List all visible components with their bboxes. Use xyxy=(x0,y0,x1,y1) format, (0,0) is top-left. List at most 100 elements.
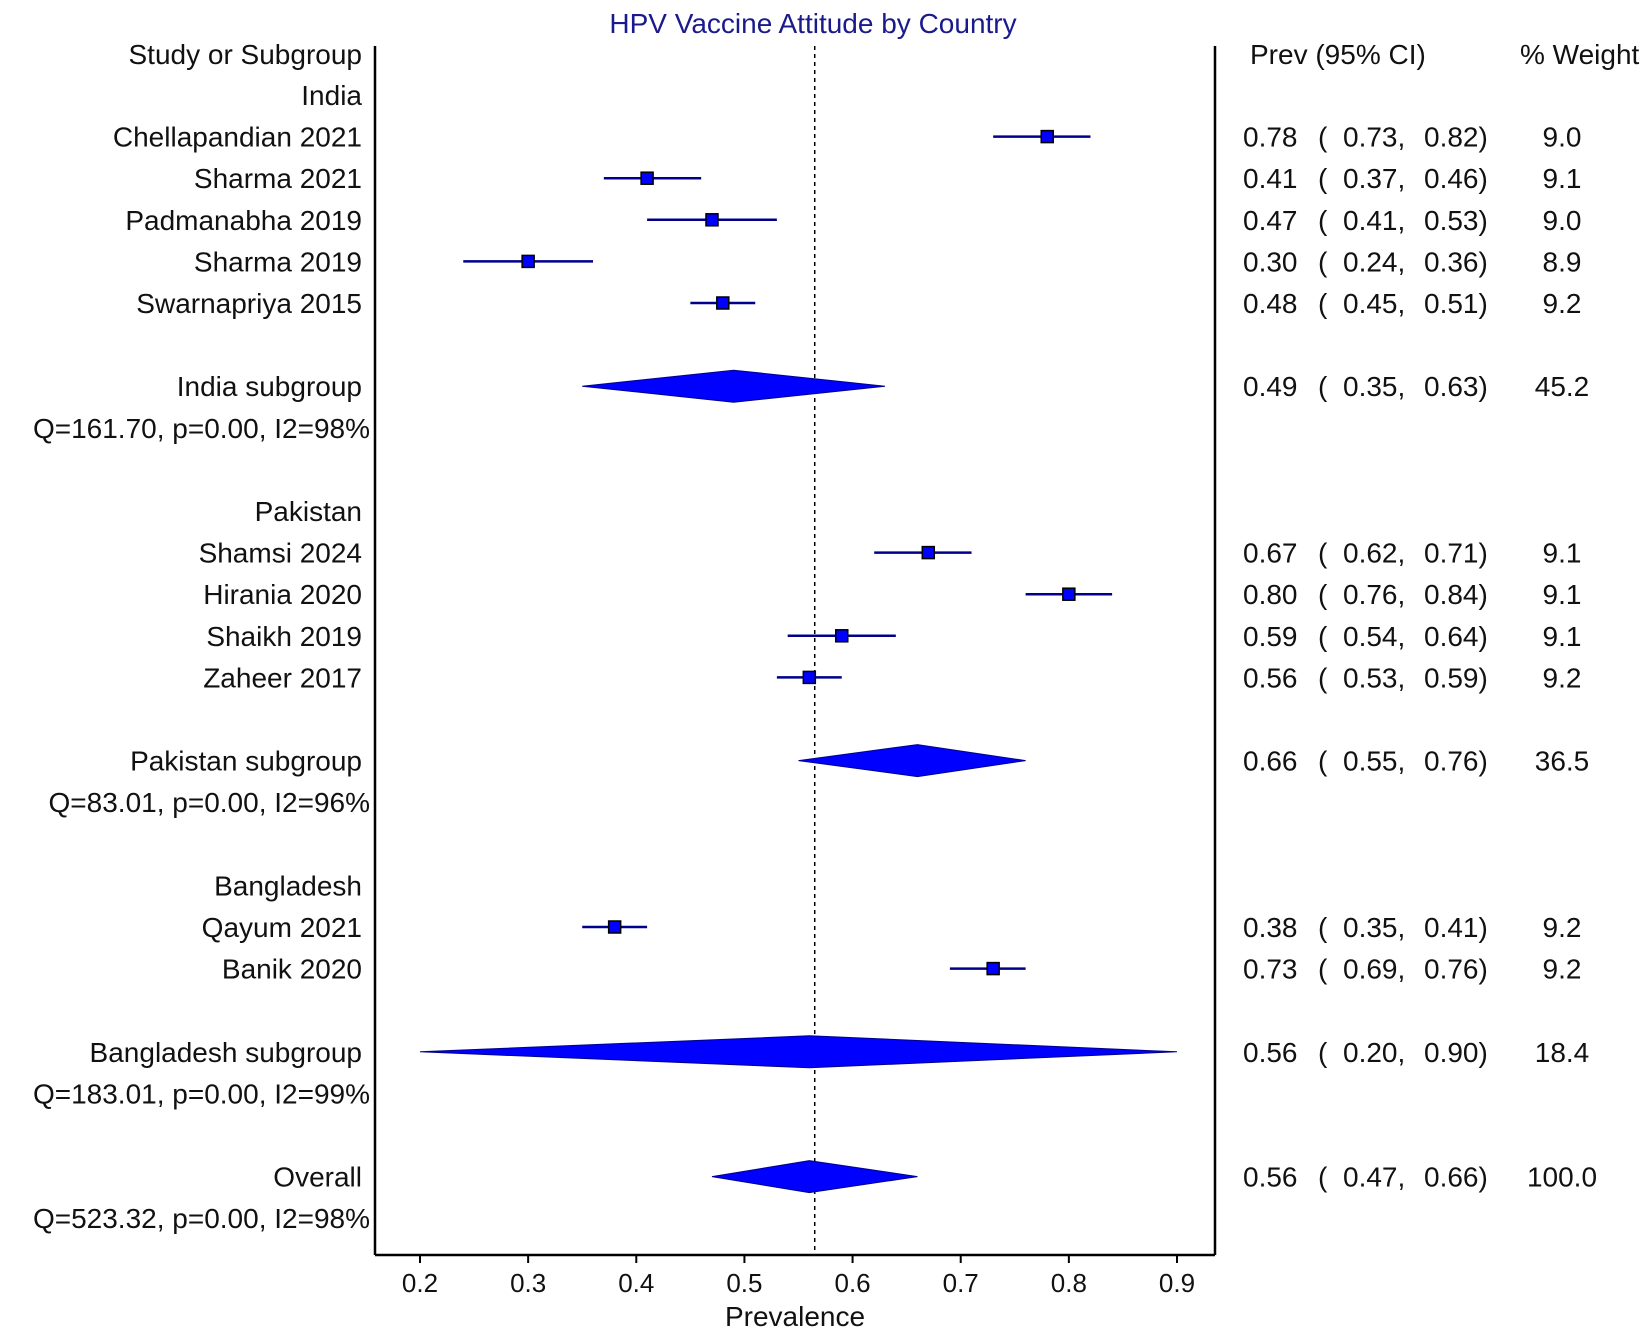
group-label: Bangladesh xyxy=(214,870,362,901)
point-estimate-marker xyxy=(1040,129,1054,144)
header-weight: % Weight xyxy=(1520,39,1640,70)
ci-open-paren: ( xyxy=(1318,912,1328,943)
study-label: Sharma 2021 xyxy=(194,163,362,194)
ci-upper-value: 0.36) xyxy=(1424,246,1488,277)
x-tick-label: 0.7 xyxy=(943,1268,979,1298)
x-tick-label: 0.6 xyxy=(834,1268,870,1298)
ci-upper-value: 0.71) xyxy=(1424,538,1488,569)
header-prev-ci: Prev (95% CI) xyxy=(1250,39,1426,70)
ci-lower-value: 0.54, xyxy=(1343,621,1405,652)
ci-upper-value: 0.59) xyxy=(1424,662,1488,693)
overall-label: Overall xyxy=(273,1162,362,1193)
ci-lower-value: 0.76, xyxy=(1343,579,1405,610)
weight-value: 9.2 xyxy=(1543,954,1582,985)
estimate-value: 0.30 xyxy=(1243,246,1298,277)
point-estimate-marker xyxy=(986,961,1000,976)
ci-lower-value: 0.62, xyxy=(1343,538,1405,569)
estimate-value: 0.80 xyxy=(1243,579,1298,610)
weight-value: 9.1 xyxy=(1543,621,1582,652)
point-estimate-marker xyxy=(802,670,817,685)
estimate-value: 0.38 xyxy=(1243,912,1298,943)
weight-value: 8.9 xyxy=(1543,246,1582,277)
ci-upper-value: 0.66) xyxy=(1424,1162,1488,1193)
study-label: Qayum 2021 xyxy=(202,912,362,943)
weight-value: 100.0 xyxy=(1527,1162,1597,1193)
ci-lower-value: 0.73, xyxy=(1343,122,1405,153)
ci-upper-value: 0.84) xyxy=(1424,579,1488,610)
subgroup-label: Pakistan subgroup xyxy=(130,746,362,777)
plot-axes xyxy=(373,46,1217,1257)
weight-value: 9.0 xyxy=(1543,205,1582,236)
heterogeneity-label: Q=523.32, p=0.00, I2=98% xyxy=(33,1203,370,1234)
ci-open-paren: ( xyxy=(1318,621,1328,652)
ci-upper-value: 0.41) xyxy=(1424,912,1488,943)
ci-open-paren: ( xyxy=(1318,1162,1328,1193)
ci-open-paren: ( xyxy=(1318,205,1328,236)
weight-value: 9.2 xyxy=(1543,662,1582,693)
x-axis-ticks: 0.2 0.3 0.4 0.5 0.6 0.7 0.8 0.9 xyxy=(402,1255,1195,1298)
point-estimate-marker xyxy=(716,296,730,310)
point-estimate-marker xyxy=(640,171,654,185)
group-label: India xyxy=(301,80,362,111)
row-labels: India Chellapandian 2021 0.78 (0.73, 0.82) 9.… xyxy=(33,80,1597,1234)
estimate-value: 0.56 xyxy=(1243,662,1298,693)
ci-upper-value: 0.46) xyxy=(1424,163,1488,194)
ci-upper-value: 0.76) xyxy=(1424,954,1488,985)
x-tick-label: 0.4 xyxy=(618,1268,654,1298)
forest-marks xyxy=(419,46,1178,1255)
weight-value: 9.0 xyxy=(1543,122,1582,153)
ci-upper-value: 0.76) xyxy=(1424,746,1488,777)
ci-open-paren: ( xyxy=(1318,1037,1328,1068)
estimate-value: 0.59 xyxy=(1243,621,1298,652)
group-label: Pakistan xyxy=(255,496,362,527)
x-tick-label: 0.2 xyxy=(402,1268,438,1298)
ci-upper-value: 0.53) xyxy=(1424,205,1488,236)
subgroup-diamond xyxy=(798,744,1026,778)
point-estimate-marker xyxy=(705,213,719,227)
estimate-value: 0.47 xyxy=(1243,205,1298,236)
point-estimate-marker xyxy=(921,545,936,560)
overall-diamond xyxy=(711,1160,918,1194)
heterogeneity-label: Q=83.01, p=0.00, I2=96% xyxy=(49,787,370,818)
estimate-value: 0.41 xyxy=(1243,163,1298,194)
ci-open-paren: ( xyxy=(1318,746,1328,777)
ci-open-paren: ( xyxy=(1318,371,1328,402)
subgroup-diamond xyxy=(582,369,886,403)
ci-lower-value: 0.35, xyxy=(1343,912,1405,943)
ci-lower-value: 0.35, xyxy=(1343,371,1405,402)
ci-open-paren: ( xyxy=(1318,246,1328,277)
ci-upper-value: 0.82) xyxy=(1424,122,1488,153)
point-estimate-marker xyxy=(1062,587,1076,601)
ci-upper-value: 0.51) xyxy=(1424,288,1488,319)
study-label: Shamsi 2024 xyxy=(199,538,362,569)
ci-open-paren: ( xyxy=(1318,662,1328,693)
study-label: Zaheer 2017 xyxy=(203,662,362,693)
study-label: Chellapandian 2021 xyxy=(113,122,362,153)
ci-upper-value: 0.64) xyxy=(1424,621,1488,652)
point-estimate-marker xyxy=(521,254,535,269)
point-estimate-marker xyxy=(835,629,849,643)
weight-value: 9.1 xyxy=(1543,163,1582,194)
ci-lower-value: 0.37, xyxy=(1343,163,1405,194)
estimate-value: 0.56 xyxy=(1243,1037,1298,1068)
weight-value: 9.1 xyxy=(1543,538,1582,569)
study-label: Sharma 2019 xyxy=(194,246,362,277)
ci-open-paren: ( xyxy=(1318,122,1328,153)
ci-lower-value: 0.47, xyxy=(1343,1162,1405,1193)
header-study: Study or Subgroup xyxy=(129,39,363,70)
ci-lower-value: 0.69, xyxy=(1343,954,1405,985)
x-tick-label: 0.9 xyxy=(1159,1268,1195,1298)
estimate-value: 0.56 xyxy=(1243,1162,1298,1193)
ci-open-paren: ( xyxy=(1318,579,1328,610)
study-label: Padmanabha 2019 xyxy=(125,205,362,236)
estimate-value: 0.66 xyxy=(1243,746,1298,777)
ci-upper-value: 0.90) xyxy=(1424,1037,1488,1068)
estimate-value: 0.73 xyxy=(1243,954,1298,985)
estimate-value: 0.48 xyxy=(1243,288,1298,319)
study-label: Hirania 2020 xyxy=(203,579,362,610)
point-estimate-marker xyxy=(607,920,622,934)
weight-value: 18.4 xyxy=(1535,1037,1590,1068)
ci-lower-value: 0.41, xyxy=(1343,205,1405,236)
subgroup-diamond xyxy=(419,1035,1178,1069)
